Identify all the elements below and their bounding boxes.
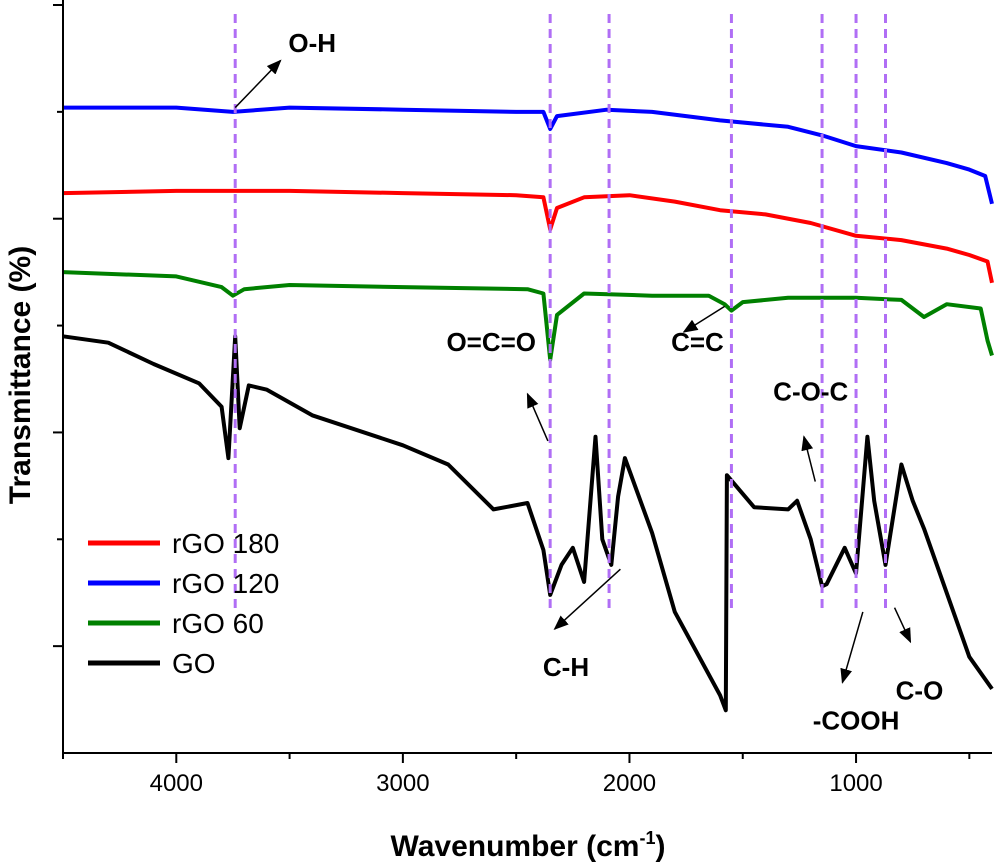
annotation-label: C-O [896, 676, 944, 706]
legend: rGO 180 rGO 120 rGO 60 GO [88, 528, 279, 679]
series-line-go [62, 334, 994, 713]
reference-lines-group [233, 14, 888, 612]
annotation-arrow [893, 607, 912, 644]
annotation-arrow [234, 59, 282, 109]
series-line-rgo-120 [63, 105, 994, 205]
legend-label: rGO 120 [172, 568, 279, 599]
annotation-label: O=C=O [446, 327, 536, 357]
plot-series-group [62, 105, 994, 713]
annotation-label: C-O-C [773, 376, 848, 406]
annotation-arrow [526, 392, 549, 442]
x-tick-label: 2000 [603, 770, 656, 797]
annotation-arrow [682, 305, 726, 333]
annotation-label: O-H [288, 28, 336, 58]
series-line-rgo-60 [62, 270, 994, 362]
annotation-label: C-H [543, 652, 589, 682]
legend-label: rGO 180 [172, 528, 279, 559]
x-tick-label: 3000 [376, 770, 429, 797]
legend-label: GO [172, 648, 216, 679]
x-axis-title: Wavenumber (cm-1) [391, 828, 666, 863]
annotation-label: -COOH [813, 705, 900, 735]
legend-label: rGO 60 [172, 608, 264, 639]
x-tick-label: 1000 [829, 770, 882, 797]
x-tick-label: 4000 [150, 770, 203, 797]
axes-group: 4000 3000 2000 1000 [53, 0, 992, 797]
annotation-arrow [801, 435, 816, 482]
y-axis-title: Transmittance (%) [4, 246, 37, 504]
series-line-rgo-180 [62, 188, 994, 284]
annotation-arrow [840, 611, 864, 684]
annotation-label: C=C [671, 327, 724, 357]
annotation-arrow [553, 568, 621, 631]
